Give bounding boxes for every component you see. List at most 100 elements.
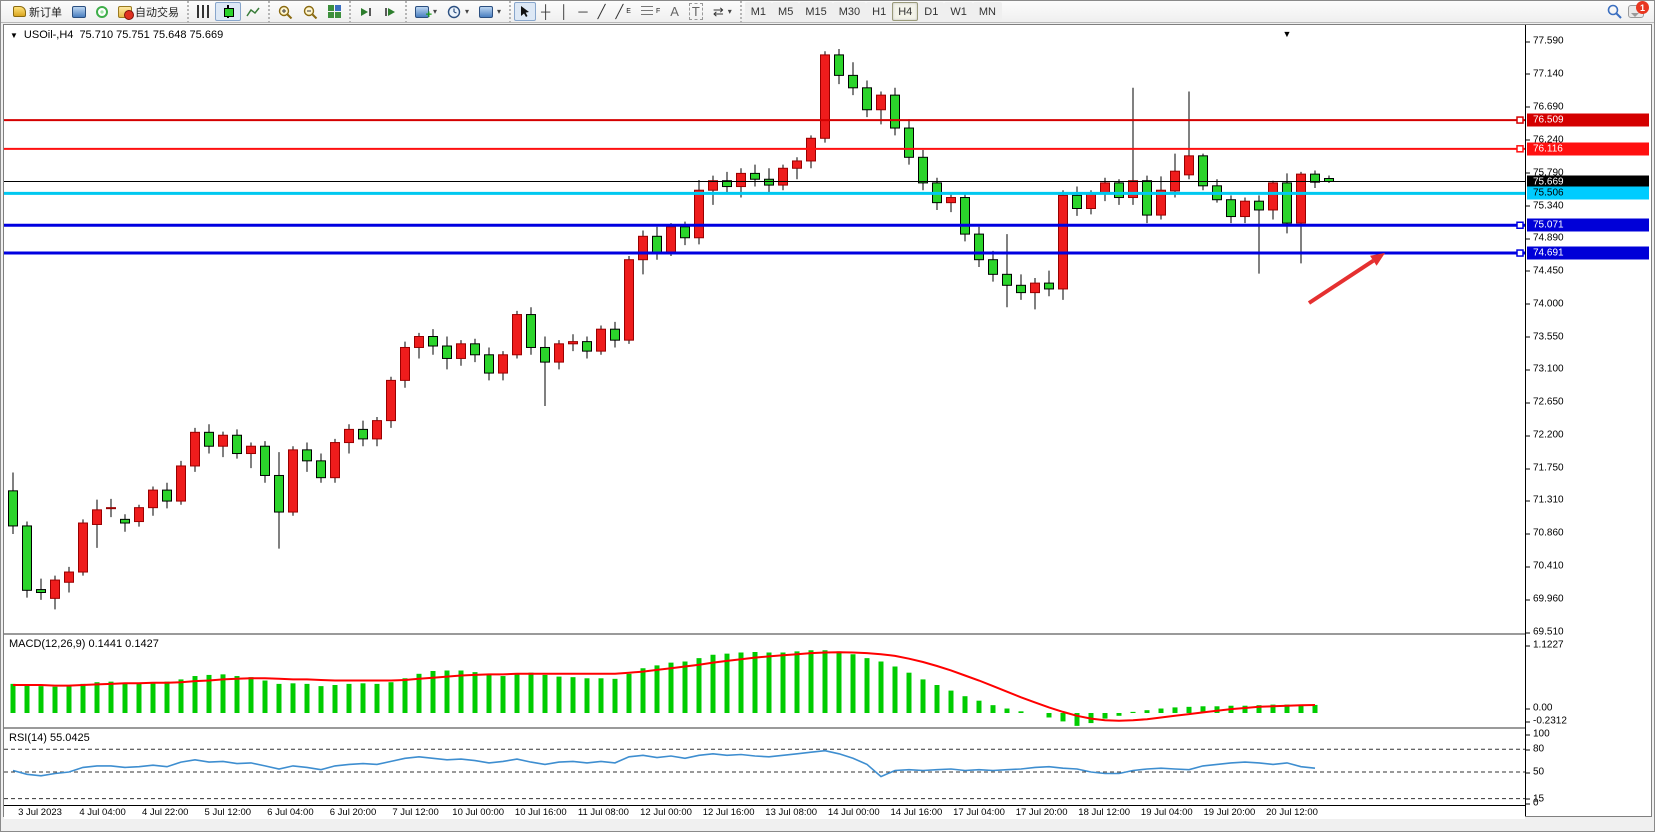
arrows-button[interactable]: ⇄ ▾	[708, 2, 737, 21]
candlestick-chart-button[interactable]	[215, 2, 241, 21]
candle	[246, 442, 256, 469]
candle	[148, 486, 158, 516]
new-order-button[interactable]: 新订单	[8, 2, 67, 21]
candle	[484, 347, 494, 381]
notifications-icon[interactable]: 1	[1628, 1, 1649, 18]
tf-w1-button[interactable]: W1	[944, 2, 973, 21]
auto-scroll-button[interactable]	[354, 2, 378, 21]
price-chart-panel[interactable]: ▼ ▼ USOil-,H4 75.710 75.751 75.648 75.66…	[4, 25, 1525, 633]
tile-windows-icon	[328, 5, 341, 18]
chart-shift-icon	[385, 7, 395, 16]
candle	[1254, 195, 1264, 274]
auto-scroll-icon	[361, 7, 371, 16]
candle	[120, 514, 130, 532]
macd-panel[interactable]: MACD(12,26,9) 0.1441 0.1427	[4, 633, 1525, 727]
rsi-scale-80: 80	[1526, 744, 1544, 755]
candle	[1184, 91, 1194, 180]
search-icon[interactable]	[1607, 4, 1622, 19]
bar-chart-button[interactable]	[192, 2, 215, 21]
price-tick-label: 76.240	[1526, 134, 1564, 145]
candle	[190, 427, 200, 472]
tf-m15-button[interactable]: M15	[799, 2, 833, 21]
horizontal-line-button[interactable]: ─	[573, 2, 592, 21]
market-watch-button[interactable]	[67, 2, 91, 21]
rsi-panel[interactable]: RSI(14) 55.0425	[4, 727, 1525, 805]
candle	[834, 49, 844, 85]
line-handle[interactable]	[1516, 145, 1524, 153]
time-axis[interactable]: 3 Jul 2023 4 Jul 04:00 4 Jul 22:00 5 Jul 12…	[4, 805, 1525, 819]
candle	[1212, 179, 1222, 203]
zoom-out-button[interactable]	[298, 2, 323, 21]
tf-m30-button[interactable]: M30	[832, 2, 867, 21]
tf-m1-button[interactable]: M1	[744, 2, 773, 21]
macd-plot[interactable]	[4, 635, 1525, 727]
time-label: 6 Jul 04:00	[267, 807, 314, 818]
candle	[596, 325, 606, 355]
text-button[interactable]: A	[665, 2, 684, 21]
candle	[624, 256, 634, 344]
candle	[568, 334, 578, 352]
candle	[218, 431, 228, 458]
templates-button[interactable]: ▾	[474, 2, 506, 21]
text-label-button[interactable]: T	[684, 2, 708, 21]
price-line-badge-74.691: 74.691	[1527, 246, 1649, 260]
time-label: 7 Jul 12:00	[392, 807, 439, 818]
new-chart-button[interactable]: + ▾	[410, 2, 442, 21]
line-handle[interactable]	[1516, 221, 1524, 229]
toolbar-right: 1	[1607, 1, 1650, 19]
chart-collapse-icon[interactable]: ▼	[10, 30, 18, 40]
cursor-button[interactable]	[514, 2, 537, 21]
channel-button[interactable]: ╱ E	[610, 2, 636, 21]
price-tick-label: 71.750	[1526, 463, 1564, 474]
vertical-line-button[interactable]: │	[555, 2, 573, 21]
line-handle[interactable]	[1516, 249, 1524, 257]
zoom-in-button[interactable]	[273, 2, 298, 21]
tile-windows-button[interactable]	[323, 2, 346, 21]
time-label: 14 Jul 00:00	[827, 807, 880, 818]
arrow-annotation[interactable]	[1307, 253, 1385, 305]
price-chart-plot[interactable]: ▼	[4, 25, 1525, 633]
tf-h1-button[interactable]: H1	[866, 2, 893, 21]
time-label: 13 Jul 08:00	[765, 807, 818, 818]
candle	[890, 87, 900, 136]
toolbar: 新订单 自动交易	[1, 0, 1654, 23]
tf-d1-button[interactable]: D1	[918, 2, 945, 21]
candle	[204, 424, 214, 454]
candle	[162, 482, 172, 509]
tf-m5-button[interactable]: M5	[772, 2, 800, 21]
autotrading-button[interactable]: 自动交易	[113, 2, 184, 21]
fibonacci-icon	[640, 6, 653, 17]
line-chart-button[interactable]	[241, 2, 265, 21]
periods-button[interactable]: ▾	[442, 2, 474, 21]
candle	[92, 499, 102, 548]
horizontal-line-icon: ─	[578, 4, 588, 19]
chart-shift-marker-icon[interactable]: ▼	[1283, 29, 1292, 39]
price-tick-label: 77.590	[1526, 36, 1564, 47]
candlestick-chart-icon	[224, 5, 234, 18]
candle	[358, 420, 368, 447]
price-axis[interactable]: 77.590 77.140 76.690 76.240 75.790 75.340 74.8…	[1525, 25, 1651, 816]
candle	[498, 351, 508, 381]
trendline-button[interactable]: ╱	[593, 2, 611, 21]
macd-scale-zero: 0.00	[1526, 703, 1552, 714]
crosshair-button[interactable]: ┼	[536, 2, 555, 21]
price-tick-label: 70.860	[1526, 528, 1564, 539]
toolbar-group-chart-type	[187, 0, 268, 23]
chart-shift-button[interactable]	[378, 2, 402, 21]
candle	[428, 329, 438, 355]
price-tick-label: 74.450	[1526, 265, 1564, 276]
macd-label: MACD(12,26,9) 0.1441 0.1427	[9, 638, 159, 650]
fibonacci-sub-label: F	[655, 8, 661, 15]
line-handle[interactable]	[1516, 116, 1524, 124]
tf-mn-button[interactable]: MN	[972, 2, 1002, 21]
tf-h4-button[interactable]: H4	[892, 2, 919, 21]
autotrading-icon	[118, 5, 134, 20]
fibonacci-button[interactable]: F	[636, 2, 665, 21]
candle	[1002, 234, 1012, 308]
zoom-in-icon	[278, 5, 293, 19]
candle	[722, 171, 732, 194]
signals-button[interactable]	[91, 2, 113, 21]
candle	[1198, 153, 1208, 191]
rsi-scale-0: 0	[1526, 798, 1539, 809]
rsi-plot[interactable]	[4, 729, 1525, 805]
